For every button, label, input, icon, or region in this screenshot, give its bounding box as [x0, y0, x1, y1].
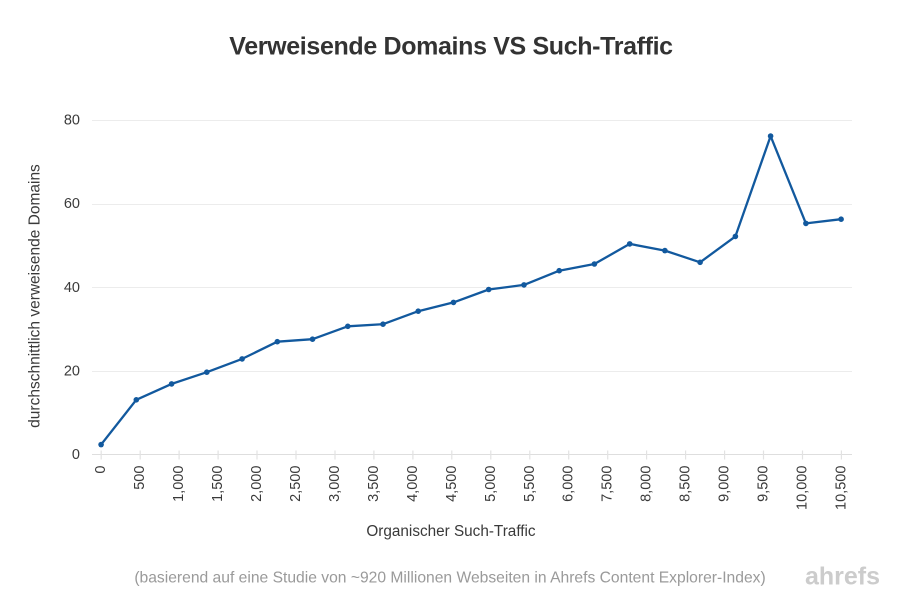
svg-text:0: 0 — [72, 447, 80, 463]
svg-text:1,000: 1,000 — [171, 466, 187, 502]
svg-text:Verweisende Domains VS Such-Tr: Verweisende Domains VS Such-Traffic — [229, 33, 673, 61]
svg-text:9,000: 9,000 — [717, 466, 733, 502]
svg-text:80: 80 — [64, 113, 80, 129]
svg-text:1,500: 1,500 — [210, 466, 226, 502]
svg-text:20: 20 — [64, 363, 80, 379]
svg-text:(basierend auf eine Studie von: (basierend auf eine Studie von ~920 Mill… — [134, 570, 765, 587]
svg-text:2,500: 2,500 — [288, 466, 304, 502]
svg-text:8,500: 8,500 — [678, 466, 694, 502]
svg-text:0: 0 — [93, 466, 109, 474]
svg-text:4,000: 4,000 — [405, 466, 421, 502]
svg-text:5,500: 5,500 — [522, 466, 538, 502]
svg-text:500: 500 — [132, 466, 148, 490]
svg-text:3,000: 3,000 — [327, 466, 343, 502]
svg-text:9,500: 9,500 — [756, 466, 772, 502]
svg-text:7,500: 7,500 — [600, 466, 616, 502]
svg-text:10,000: 10,000 — [795, 466, 811, 510]
svg-text:3,500: 3,500 — [366, 466, 382, 502]
svg-text:ahrefs: ahrefs — [805, 563, 880, 591]
svg-text:8,000: 8,000 — [639, 466, 655, 502]
svg-text:10,500: 10,500 — [833, 466, 849, 510]
svg-text:Organischer Such-Traffic: Organischer Such-Traffic — [366, 523, 536, 540]
svg-text:2,000: 2,000 — [249, 466, 265, 502]
svg-text:5,000: 5,000 — [483, 466, 499, 502]
svg-text:6,000: 6,000 — [561, 466, 577, 502]
svg-text:4,500: 4,500 — [444, 466, 460, 502]
svg-text:40: 40 — [64, 280, 80, 296]
svg-text:durchschnittlich verweisende D: durchschnittlich verweisende Domains — [27, 164, 44, 428]
svg-text:60: 60 — [64, 196, 80, 212]
